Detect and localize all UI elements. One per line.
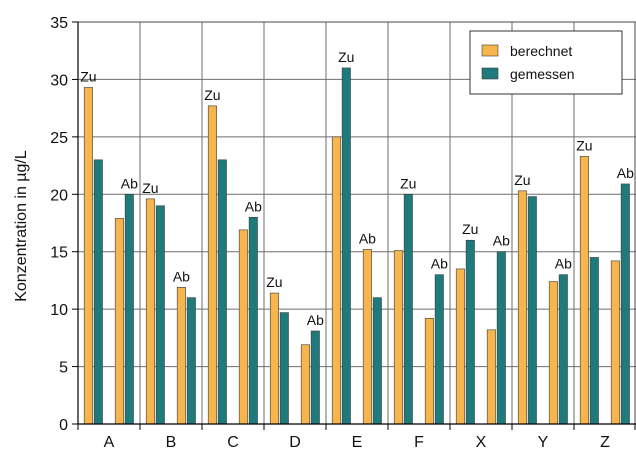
legend-swatch bbox=[481, 44, 499, 57]
y-tick-label: 25 bbox=[50, 130, 68, 147]
bar-berechnet bbox=[579, 156, 589, 425]
x-tick-label: A bbox=[104, 434, 115, 451]
bar-annotation: Ab bbox=[431, 256, 448, 272]
bar-gemessen bbox=[93, 159, 103, 425]
bar-annotation: Zu bbox=[338, 49, 354, 65]
bar-annotation: Zu bbox=[80, 68, 96, 84]
bar-berechnet bbox=[486, 329, 496, 425]
bar-gemessen bbox=[217, 159, 227, 425]
bar-gemessen bbox=[341, 67, 351, 425]
bar-annotation: Ab bbox=[493, 233, 510, 249]
x-tick-label: D bbox=[289, 434, 301, 451]
bar-berechnet bbox=[207, 105, 217, 425]
x-tick-label: E bbox=[352, 434, 363, 451]
bar-berechnet bbox=[145, 198, 155, 425]
bar-gemessen bbox=[124, 193, 134, 425]
x-tick-label: F bbox=[414, 434, 424, 451]
bar-berechnet bbox=[362, 249, 372, 425]
bar-annotation: Ab bbox=[617, 165, 634, 181]
bar-berechnet bbox=[548, 281, 558, 425]
y-tick-label: 20 bbox=[50, 187, 68, 204]
bar-annotation: Zu bbox=[204, 87, 220, 103]
bar-annotation: Ab bbox=[307, 312, 324, 328]
bar-annotation: Ab bbox=[121, 175, 138, 191]
y-tick-label: 35 bbox=[50, 15, 68, 32]
bar-berechnet bbox=[424, 318, 434, 425]
bar-gemessen bbox=[558, 274, 568, 425]
bar-annotation: Zu bbox=[266, 274, 282, 290]
legend-box bbox=[469, 30, 623, 95]
bar-berechnet bbox=[517, 190, 527, 425]
bar-annotation: Ab bbox=[359, 230, 376, 246]
bar-annotation: Ab bbox=[173, 268, 190, 284]
bar-annotation: Ab bbox=[555, 256, 572, 272]
bar-gemessen bbox=[186, 297, 196, 425]
bar-gemessen bbox=[434, 274, 444, 425]
y-tick-label: 15 bbox=[50, 245, 68, 262]
bar-gemessen bbox=[527, 196, 537, 425]
bars bbox=[83, 67, 630, 425]
bar-gemessen bbox=[589, 257, 599, 425]
bar-annotation: Zu bbox=[514, 172, 530, 188]
bar-annotation: Zu bbox=[462, 221, 478, 237]
bar-gemessen bbox=[496, 251, 506, 425]
legend: berechnet gemessen bbox=[469, 30, 623, 95]
bar-annotation: Zu bbox=[142, 180, 158, 196]
x-tick-label: Y bbox=[538, 434, 549, 451]
bar-gemessen bbox=[155, 205, 165, 425]
y-tick-label: 30 bbox=[50, 72, 68, 89]
bar-berechnet bbox=[300, 344, 310, 425]
x-tick-label: X bbox=[476, 434, 487, 451]
x-tick-label: C bbox=[227, 434, 239, 451]
bar-berechnet bbox=[176, 287, 186, 425]
bar-berechnet bbox=[238, 229, 248, 425]
bar-gemessen bbox=[310, 330, 320, 425]
bar-annotation: Ab bbox=[245, 198, 262, 214]
y-tick-label: 10 bbox=[50, 302, 68, 319]
bar-berechnet bbox=[269, 292, 279, 425]
legend-label: gemessen bbox=[510, 66, 575, 82]
x-tick-label: Z bbox=[600, 434, 610, 451]
bar-gemessen bbox=[465, 239, 475, 425]
axes: 0 5 10 15 20 25 30 35 A B C D E F X Y Z bbox=[50, 15, 636, 451]
y-axis-title: Konzentration in µg/L bbox=[13, 150, 30, 302]
bar-berechnet bbox=[114, 218, 124, 425]
y-tick-label: 5 bbox=[59, 360, 68, 377]
bar-gemessen bbox=[372, 297, 382, 425]
bar-berechnet bbox=[83, 87, 93, 425]
legend-swatch bbox=[481, 67, 499, 80]
bar-gemessen bbox=[620, 183, 630, 425]
legend-label: berechnet bbox=[510, 43, 572, 59]
bar-annotation: Zu bbox=[400, 175, 416, 191]
grid bbox=[77, 21, 636, 425]
bar-berechnet bbox=[393, 250, 403, 425]
bar-annotation: Zu bbox=[576, 137, 592, 153]
bar-gemessen bbox=[248, 216, 258, 425]
bar-berechnet bbox=[610, 260, 620, 425]
bar-berechnet bbox=[331, 136, 341, 425]
y-tick-label: 0 bbox=[59, 417, 68, 434]
bar-gemessen bbox=[279, 312, 289, 425]
bar-gemessen bbox=[403, 193, 413, 425]
x-tick-label: B bbox=[166, 434, 177, 451]
bar-berechnet bbox=[455, 268, 465, 425]
